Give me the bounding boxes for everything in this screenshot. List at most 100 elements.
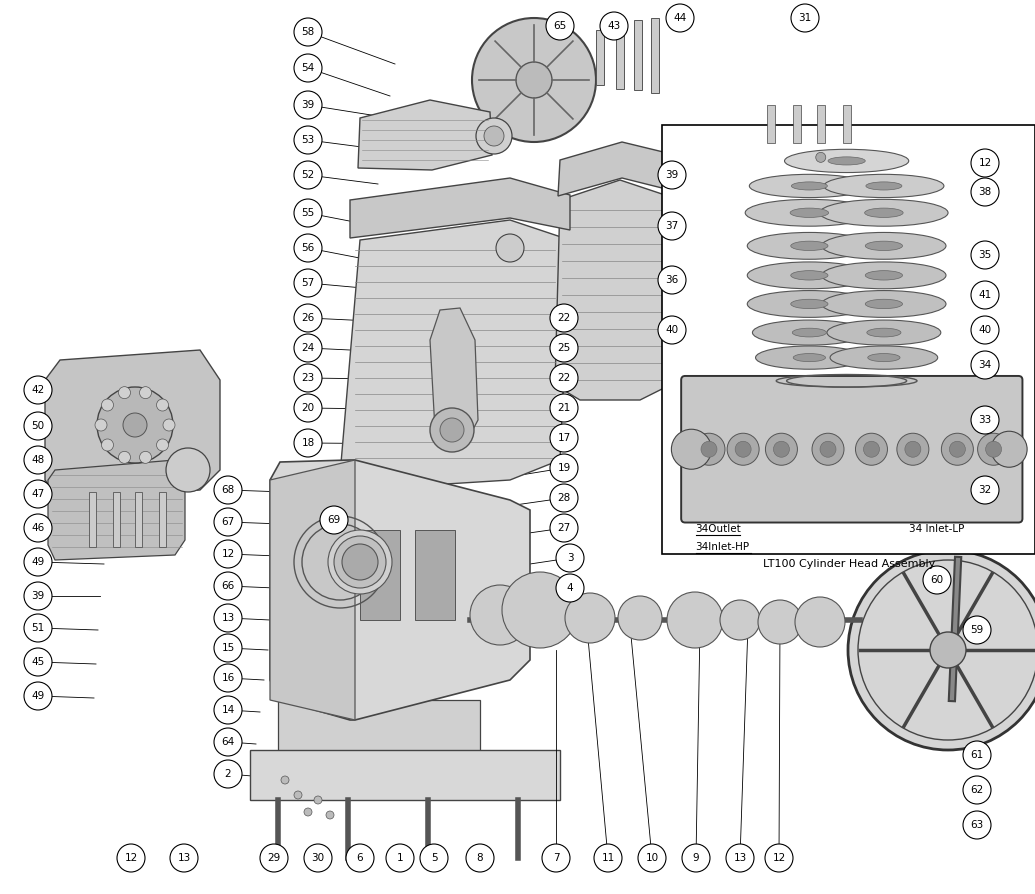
Circle shape [701, 442, 717, 457]
Circle shape [294, 18, 322, 46]
Circle shape [766, 434, 797, 465]
Circle shape [516, 62, 552, 98]
Text: 40: 40 [978, 325, 992, 335]
Text: 60: 60 [930, 575, 944, 585]
Text: 30: 30 [312, 853, 325, 863]
Text: 67: 67 [221, 517, 235, 527]
Ellipse shape [827, 320, 941, 345]
Text: 12: 12 [772, 853, 786, 863]
Circle shape [24, 582, 52, 610]
Ellipse shape [865, 271, 903, 280]
Circle shape [140, 387, 151, 399]
Circle shape [758, 600, 802, 644]
Text: 59: 59 [971, 625, 983, 635]
Circle shape [214, 728, 242, 756]
Text: 12: 12 [978, 158, 992, 168]
Bar [767, 105, 775, 143]
Circle shape [728, 434, 759, 465]
Text: 33: 33 [978, 415, 992, 425]
Text: 49: 49 [31, 557, 45, 567]
Circle shape [214, 572, 242, 600]
Text: 28: 28 [558, 493, 570, 503]
Text: 10: 10 [646, 853, 658, 863]
Circle shape [294, 334, 322, 362]
Circle shape [863, 442, 880, 457]
Circle shape [214, 664, 242, 692]
Text: 47: 47 [31, 489, 45, 499]
Ellipse shape [822, 291, 946, 317]
Circle shape [812, 434, 844, 465]
Circle shape [550, 424, 578, 452]
Ellipse shape [820, 199, 948, 226]
Text: 38: 38 [978, 187, 992, 197]
Ellipse shape [749, 174, 869, 198]
Text: 27: 27 [558, 523, 570, 533]
Circle shape [971, 281, 999, 309]
Bar [662, 125, 1035, 554]
Circle shape [666, 4, 694, 32]
Circle shape [328, 530, 392, 594]
Circle shape [214, 604, 242, 632]
Circle shape [667, 592, 723, 648]
Circle shape [773, 442, 790, 457]
Circle shape [550, 334, 578, 362]
Text: 45: 45 [31, 657, 45, 667]
Polygon shape [558, 142, 690, 196]
Circle shape [765, 844, 793, 872]
Circle shape [942, 434, 973, 465]
Circle shape [594, 844, 622, 872]
Text: 14: 14 [221, 705, 235, 715]
Text: 39: 39 [31, 591, 45, 601]
Circle shape [294, 91, 322, 119]
Bar [89, 492, 95, 547]
Text: 52: 52 [301, 170, 315, 180]
Ellipse shape [865, 299, 903, 308]
Ellipse shape [745, 199, 874, 226]
Text: 22: 22 [558, 313, 570, 323]
Circle shape [949, 442, 966, 457]
Circle shape [294, 126, 322, 154]
Ellipse shape [822, 232, 946, 259]
Circle shape [214, 760, 242, 788]
Circle shape [658, 266, 686, 294]
Circle shape [314, 796, 322, 804]
Circle shape [735, 442, 751, 457]
Circle shape [420, 844, 448, 872]
Polygon shape [305, 530, 345, 620]
Circle shape [117, 844, 145, 872]
Polygon shape [350, 178, 570, 238]
Circle shape [260, 844, 288, 872]
Circle shape [795, 597, 845, 647]
Circle shape [304, 808, 312, 816]
Ellipse shape [830, 346, 938, 369]
Circle shape [140, 451, 151, 463]
Text: 66: 66 [221, 581, 235, 591]
Polygon shape [555, 180, 680, 400]
Polygon shape [270, 460, 355, 720]
Circle shape [24, 648, 52, 676]
Circle shape [386, 844, 414, 872]
Text: 7: 7 [553, 853, 559, 863]
Circle shape [280, 776, 289, 784]
Ellipse shape [790, 208, 829, 217]
Circle shape [440, 418, 464, 442]
Circle shape [550, 454, 578, 482]
Text: 6: 6 [357, 853, 363, 863]
Circle shape [963, 741, 990, 769]
Circle shape [672, 429, 711, 469]
Circle shape [466, 844, 494, 872]
Ellipse shape [824, 174, 944, 198]
Circle shape [856, 434, 887, 465]
Circle shape [95, 419, 107, 431]
Text: 22: 22 [558, 373, 570, 383]
Circle shape [978, 434, 1009, 465]
Text: 17: 17 [558, 433, 570, 443]
Circle shape [963, 616, 990, 644]
Ellipse shape [866, 181, 901, 190]
Circle shape [294, 364, 322, 392]
Bar [793, 105, 801, 143]
Text: 13: 13 [221, 613, 235, 623]
Ellipse shape [747, 232, 871, 259]
Circle shape [320, 506, 348, 534]
Circle shape [470, 585, 530, 645]
